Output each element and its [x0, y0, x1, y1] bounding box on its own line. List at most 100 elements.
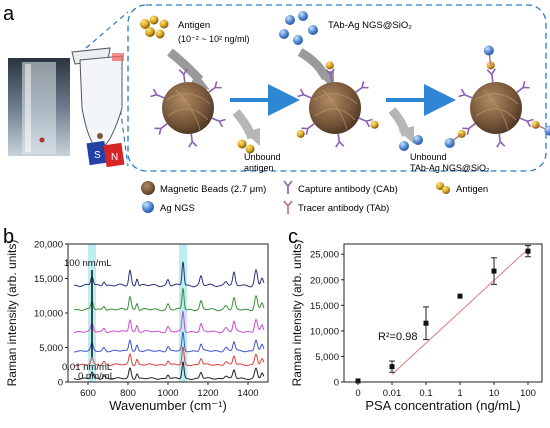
- probe-label: TAb-Ag NGS@SiO₂: [328, 20, 412, 31]
- x-tick-label-c-3: 1: [457, 388, 462, 399]
- label-100: 100 nm/mL: [64, 258, 112, 269]
- tube-photo: [8, 58, 70, 156]
- capture-antibody-icon: [358, 117, 373, 128]
- y-tick-label-b-1: 5,000: [39, 343, 63, 354]
- x-tick-label-b-0: 600: [80, 388, 96, 399]
- data-point-3: [457, 293, 463, 299]
- capture-antibody-icon: [355, 81, 369, 93]
- capture-antibody-icon: [301, 123, 315, 135]
- panel-b-letter: b: [3, 226, 14, 248]
- data-point-2: [423, 320, 429, 326]
- bound-ngs-icon: [444, 137, 455, 148]
- x-tick-label-c-0: 0: [355, 388, 360, 399]
- unbound-antigen-icons: [237, 139, 255, 154]
- capture-antibody-icon: [188, 133, 198, 148]
- panel-c-letter: c: [288, 226, 298, 248]
- bound-antigen-icon: [325, 61, 334, 70]
- spectrum-line-3: [73, 311, 265, 334]
- fit-line: [391, 248, 529, 375]
- y-tick-label-b-2: 10,000: [34, 309, 63, 320]
- x-tick-label-b-3: 1200: [197, 388, 218, 399]
- raman-spectra-chart: 0 5,000 10,000 15,000 20,000 600 800 1000 1200 14…: [5, 240, 269, 413]
- r2-label: R²=0.98: [378, 331, 417, 343]
- capture-antibody-icon: [516, 81, 530, 93]
- x-axis-label-b: Wavenumber (cm⁻¹): [109, 398, 227, 413]
- capture-antibody-icon: [335, 133, 345, 148]
- capture-antibody-icon: [486, 68, 496, 83]
- label-001: 0.01 nm/mL: [62, 362, 112, 373]
- y-tick-label-b-4: 20,000: [34, 240, 63, 251]
- bound-ngs-icon: [483, 45, 494, 56]
- capture-antibody-icon: [297, 88, 312, 99]
- x-tick-label-c-4: 10: [489, 388, 500, 399]
- spectrum-line-2: [74, 331, 265, 353]
- probe-cluster: [279, 11, 318, 45]
- capture-antibody-icon: [458, 88, 473, 99]
- tube-icon: [71, 47, 124, 151]
- process-box: [127, 4, 547, 172]
- capture-antibody-icon: [462, 123, 476, 135]
- bead-2: [309, 82, 361, 134]
- spectrum-line-5: [73, 261, 265, 288]
- y-tick-label-c-5: 25,000: [310, 250, 339, 261]
- legend-tab-icon: [283, 200, 293, 214]
- unbound-probe-label-1: Unbound: [410, 152, 447, 162]
- x-tick-label-b-4: 1400: [237, 388, 258, 399]
- capture-antibody-icon: [150, 88, 165, 99]
- data-point-4: [491, 268, 497, 274]
- legend-ngs-icon: [142, 201, 154, 213]
- y-tick-label-b-0: 0: [58, 378, 63, 389]
- data-point-0: [355, 378, 361, 384]
- x-tick-label-b-2: 1000: [157, 388, 178, 399]
- label-0: 0 nm/mL: [78, 371, 115, 382]
- bound-ngs-icon: [544, 125, 550, 136]
- legend: Magnetic Beads (2.7 μm) Capture antibody…: [141, 180, 488, 214]
- unbound-antigen-label-2: antigen: [244, 163, 274, 173]
- unbound-probe-icons: [399, 135, 423, 151]
- capture-antibody-icon: [211, 117, 226, 128]
- capture-antibody-icon: [519, 117, 534, 128]
- bead-3: [470, 82, 522, 134]
- legend-antigen-icon: [436, 182, 450, 194]
- capture-antibody-icon: [496, 133, 506, 148]
- bound-antigen-icon: [296, 129, 305, 138]
- antigen-cluster: [140, 15, 169, 39]
- spectrum-line-0: [73, 361, 265, 381]
- plot-frame-c: [343, 243, 543, 383]
- legend-antigen: Antigen: [456, 184, 488, 195]
- x-tick-label-c-5: 100: [520, 388, 536, 399]
- data-point-1: [389, 364, 395, 370]
- data-point-5: [525, 248, 531, 254]
- legend-ngs: Ag NGS: [160, 203, 195, 214]
- spectrum-line-1: [73, 346, 265, 367]
- legend-bead-icon: [141, 181, 155, 195]
- calibration-chart: 0 5,000 10,000 15,000 20,000 25,000 0 0.01 0.1 1 1…: [290, 240, 543, 413]
- legend-cab: Capture antibody (CAb): [298, 184, 398, 195]
- magnet-n-label: N: [111, 152, 118, 163]
- legend-beads: Magnetic Beads (2.7 μm): [160, 184, 266, 195]
- y-tick-label-c-0: 0: [334, 378, 339, 389]
- panel-a-letter: a: [3, 3, 15, 25]
- capture-antibody-icon: [325, 68, 335, 83]
- capture-antibodies: [150, 68, 534, 148]
- x-tick-label-b-1: 800: [120, 388, 136, 399]
- y-tick-label-c-3: 15,000: [310, 301, 339, 312]
- unbound-antigen-label-1: Unbound: [244, 152, 281, 162]
- antigen-range-label: (10⁻² ~ 10² ng/ml): [178, 34, 250, 44]
- capture-antibody-icon: [208, 81, 222, 93]
- x-tick-label-c-2: 0.1: [419, 388, 432, 399]
- y-axis-label-c: Raman intensity (arb. units): [290, 240, 304, 387]
- y-tick-label-c-1: 5,000: [315, 352, 339, 363]
- bound-complexes: [296, 45, 550, 148]
- y-tick-label-b-3: 15,000: [34, 274, 63, 285]
- capture-antibody-icon: [154, 123, 168, 135]
- callout-line-top: [85, 11, 129, 49]
- bead-1: [162, 82, 214, 134]
- unbound-probe-label-2: TAb-Ag NGS@SiO₂: [410, 163, 490, 173]
- y-tick-label-c-4: 20,000: [310, 275, 339, 286]
- x-axis-label-c: PSA concentration (ng/mL): [365, 398, 520, 413]
- x-tick-label-c-1: 0.01: [383, 388, 402, 399]
- y-axis-label-b: Raman intensity (arb. units): [5, 240, 19, 387]
- bound-antigen-icon: [370, 120, 379, 129]
